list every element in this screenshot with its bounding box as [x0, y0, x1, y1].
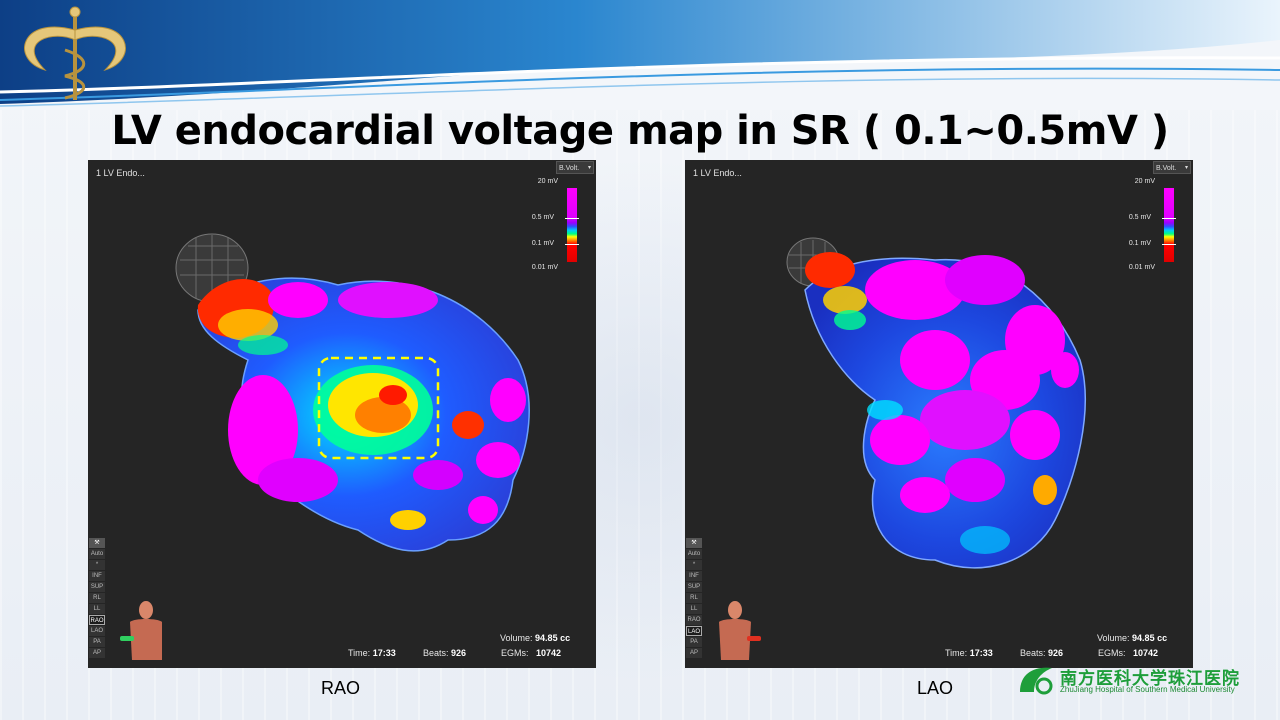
view-btn-pa[interactable]: PA [686, 637, 702, 647]
view-btn-ap[interactable]: AP [686, 648, 702, 658]
hospital-name-cn: 南方医科大学珠江医院 [1060, 669, 1240, 689]
colorbar-lower-label: 0.1 mV [1128, 240, 1151, 247]
time-readout: Time: 17:33 [348, 648, 396, 658]
volume-readout: Volume: 94.85 cc [500, 633, 571, 643]
view-btn-sup[interactable]: SUP [89, 582, 105, 592]
voltage-map-panel-rao[interactable]: 1 LV Endo... B.Volt. ▾ 20 mV 0.5 mV 0.1 m… [88, 160, 596, 668]
view-btn-ll[interactable]: LL [89, 604, 105, 614]
hammer-tool-icon[interactable]: ⚒ [686, 538, 702, 548]
colorbar-upper-label: 0.5 mV [531, 214, 554, 221]
lower-threshold-handle[interactable] [1162, 244, 1176, 245]
voltage-map-panel-lao[interactable]: 1 LV Endo... B.Volt. ▾ 20 mV 0.5 mV 0.1 m… [685, 160, 1193, 668]
colorbar-max-label: 20 mV [537, 178, 558, 185]
egms-readout: EGMs: 10742 [1098, 648, 1159, 658]
torso-orientation-icon[interactable] [717, 600, 761, 662]
view-btn-rl[interactable]: RL [89, 593, 105, 603]
caduceus-icon [24, 6, 126, 100]
hospital-name-en: ZhuJiang Hospital of Southern Medical Un… [1060, 685, 1235, 694]
view-btn-sup[interactable]: SUP [686, 582, 702, 592]
view-sidebar: ⚒ Auto * INF SUP RL LL RAO LAO PA AP [89, 538, 105, 659]
view-btn-lao[interactable]: LAO [686, 626, 702, 636]
header-banner [0, 0, 1280, 110]
upper-threshold-handle[interactable] [565, 218, 579, 219]
caption-rao: RAO [321, 678, 361, 698]
chevron-down-icon: ▾ [1184, 165, 1188, 171]
lv-voltage-map-lao[interactable] [685, 160, 1193, 668]
view-btn-inf[interactable]: INF [686, 571, 702, 581]
map-type-dropdown[interactable]: B.Volt. ▾ [1153, 161, 1191, 174]
hospital-emblem-icon [1020, 667, 1053, 695]
map-type-dropdown[interactable]: B.Volt. ▾ [556, 161, 594, 174]
view-btn-star[interactable]: * [89, 560, 105, 570]
view-btn-ap[interactable]: AP [89, 648, 105, 658]
voltage-colorbar[interactable] [1164, 188, 1174, 262]
upper-threshold-handle[interactable] [1162, 218, 1176, 219]
view-btn-auto[interactable]: Auto [89, 549, 105, 559]
lower-threshold-handle[interactable] [565, 244, 579, 245]
view-btn-rl[interactable]: RL [686, 593, 702, 603]
view-btn-auto[interactable]: Auto [686, 549, 702, 559]
view-sidebar: ⚒ Auto * INF SUP RL LL RAO LAO PA AP [686, 538, 702, 659]
torso-orientation-icon[interactable] [120, 600, 164, 662]
hammer-tool-icon[interactable]: ⚒ [89, 538, 105, 548]
egms-readout: EGMs: 10742 [501, 648, 562, 658]
beats-readout: Beats: 926 [1020, 648, 1064, 658]
colorbar-max-label: 20 mV [1134, 178, 1155, 185]
voltage-colorbar[interactable] [567, 188, 577, 262]
lv-voltage-map-rao[interactable] [88, 160, 596, 668]
view-btn-ll[interactable]: LL [686, 604, 702, 614]
colorbar-lower-label: 0.1 mV [531, 240, 554, 247]
view-btn-rao[interactable]: RAO [89, 615, 105, 625]
view-btn-inf[interactable]: INF [89, 571, 105, 581]
view-btn-star[interactable]: * [686, 560, 702, 570]
slide-title: LV endocardial voltage map in SR ( 0.1~0… [111, 108, 1169, 154]
caption-lao: LAO [917, 678, 954, 698]
colorbar-min-label: 0.01 mV [531, 264, 558, 271]
colorbar-min-label: 0.01 mV [1128, 264, 1155, 271]
hospital-logo: 南方医科大学珠江医院 ZhuJiang Hospital of Southern… [1016, 662, 1248, 702]
beats-readout: Beats: 926 [423, 648, 467, 658]
colorbar-upper-label: 0.5 mV [1128, 214, 1151, 221]
map-name-label: 1 LV Endo... [96, 168, 145, 178]
chevron-down-icon: ▾ [587, 165, 591, 171]
time-readout: Time: 17:33 [945, 648, 993, 658]
volume-readout: Volume: 94.85 cc [1097, 633, 1168, 643]
low-voltage-region-box [317, 356, 440, 460]
view-btn-rao[interactable]: RAO [686, 615, 702, 625]
view-btn-lao[interactable]: LAO [89, 626, 105, 636]
map-name-label: 1 LV Endo... [693, 168, 742, 178]
view-btn-pa[interactable]: PA [89, 637, 105, 647]
